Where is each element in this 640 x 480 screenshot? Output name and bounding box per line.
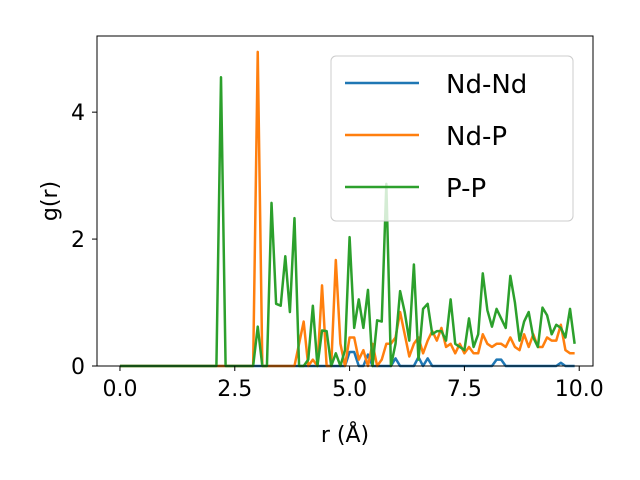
plot-area	[96, 35, 594, 368]
x-tick-label: 5.0	[332, 377, 367, 402]
y-tick-label: 0	[71, 355, 85, 380]
y-tick-label: 4	[71, 101, 85, 126]
axes-frame	[96, 35, 594, 367]
legend-label-nd-nd: Nd-Nd	[446, 70, 527, 100]
y-tick-label: 2	[71, 228, 85, 253]
legend-entries: Nd-Nd Nd-P P-P	[345, 70, 527, 204]
x-tick-label: 10.0	[555, 377, 604, 402]
x-axis-label: r (Å)	[321, 421, 369, 448]
x-tick-label: 7.5	[447, 377, 482, 402]
legend-box	[330, 55, 574, 222]
legend-label-nd-p: Nd-P	[446, 122, 507, 152]
legend-label-p-p: P-P	[446, 174, 486, 204]
y-axis-label: g(r)	[38, 181, 63, 221]
x-tick-label: 0.0	[102, 377, 137, 402]
y-axis-ticks: 0 2 4	[71, 101, 97, 380]
x-tick-label: 2.5	[217, 377, 252, 402]
x-axis-ticks: 0.0 2.5 5.0 7.5 10.0	[102, 366, 604, 402]
legend: Nd-Nd Nd-P P-P	[330, 55, 574, 222]
